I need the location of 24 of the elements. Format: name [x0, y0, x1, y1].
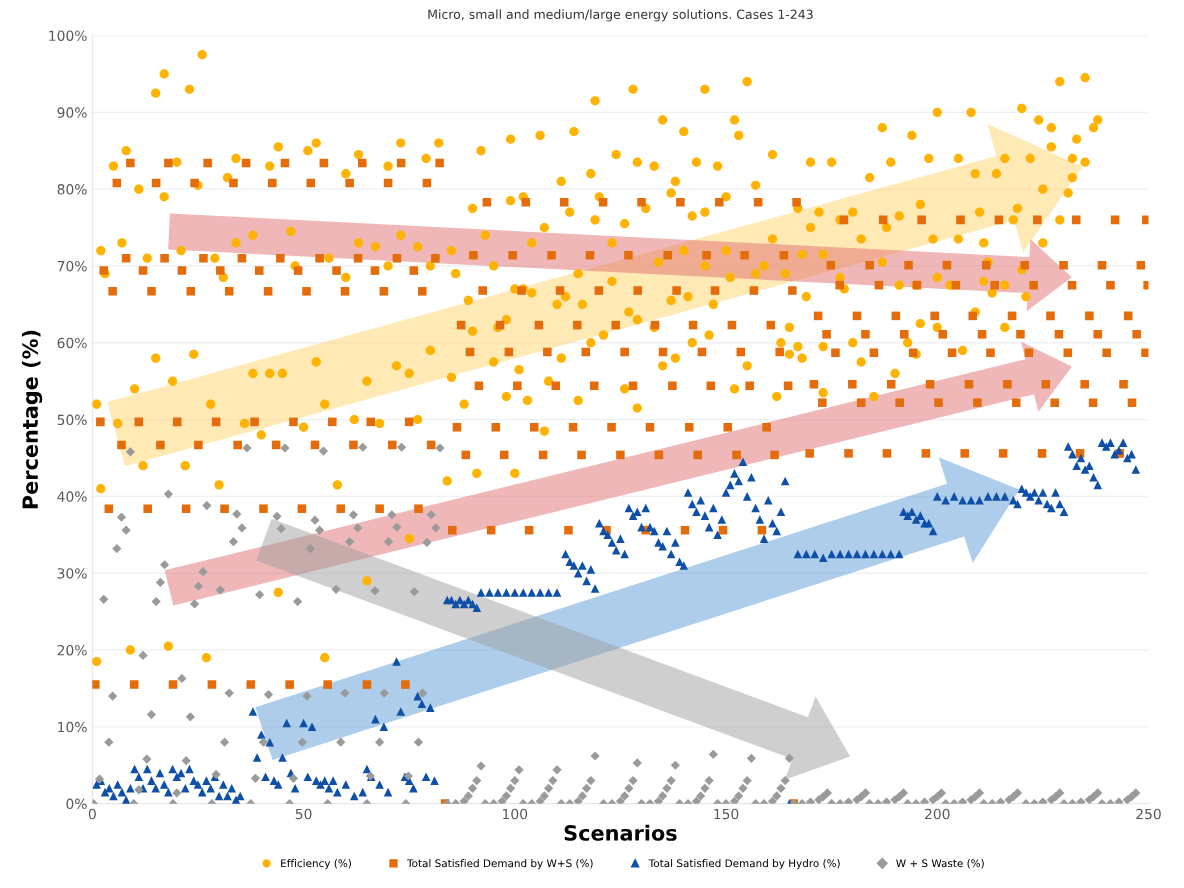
y-tick-label: 10%: [58, 721, 87, 733]
y-axis-title: Percentage (%): [21, 330, 43, 509]
y-tick-label: 80%: [57, 184, 87, 195]
y-tick-label: 20%: [57, 644, 87, 656]
y-tick-label: 60%: [57, 337, 87, 349]
x-tick-label: 150: [714, 808, 739, 820]
x-tick-label: 100: [503, 808, 528, 820]
y-tick-label: 0%: [66, 798, 87, 810]
legend-label: Efficiency (%): [281, 859, 351, 870]
x-tick-label: 0: [88, 808, 96, 820]
x-tick-label: 50: [295, 808, 312, 820]
y-tick-label: 30%: [57, 568, 87, 579]
legend-label: W + S Waste (%): [896, 859, 984, 869]
y-tick-label: 90%: [57, 107, 87, 118]
y-tick-label: 70%: [57, 260, 87, 272]
y-tick-label: 50%: [57, 414, 87, 426]
y-tick-label: 40%: [57, 491, 87, 502]
x-axis-title: Scenarios: [564, 824, 677, 841]
x-tick-label: 250: [1136, 808, 1161, 820]
legend-label: Total Satisfied Demand by W+S (%): [406, 859, 593, 870]
y-tick-label: 100%: [49, 30, 87, 41]
legend-label: Total Satisfied Demand by Hydro (%): [648, 859, 840, 870]
chart-title: Micro, small and medium/large energy solutions. Cases 1-243: [428, 9, 813, 22]
x-tick-label: 200: [925, 808, 950, 820]
